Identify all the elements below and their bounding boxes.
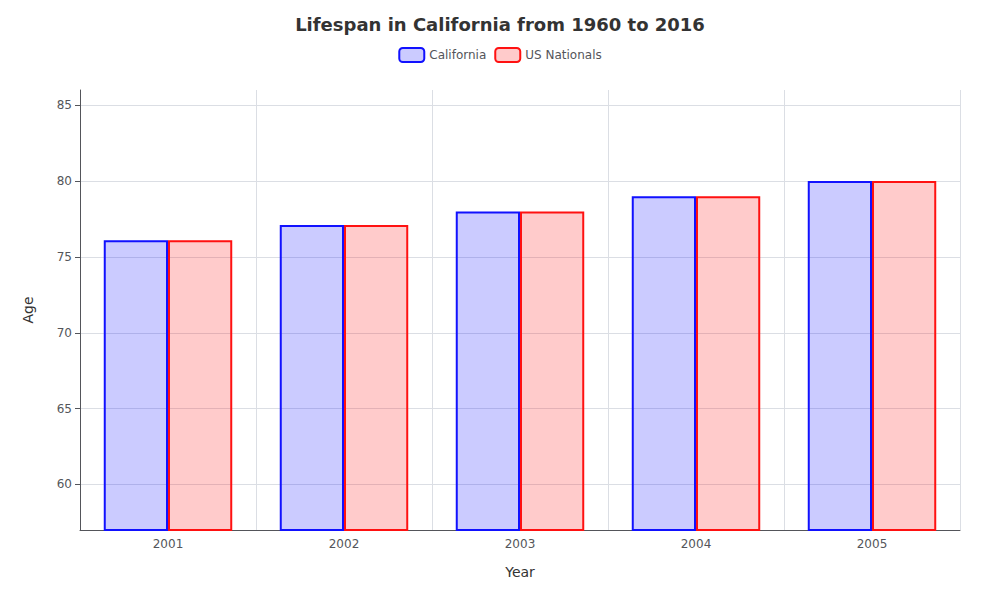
svg-text:2002: 2002 bbox=[329, 537, 360, 551]
svg-text:Lifespan in California from 19: Lifespan in California from 1960 to 2016 bbox=[295, 14, 705, 35]
svg-text:85: 85 bbox=[57, 98, 72, 112]
svg-text:75: 75 bbox=[57, 250, 72, 264]
svg-text:2003: 2003 bbox=[505, 537, 536, 551]
svg-text:70: 70 bbox=[57, 326, 72, 340]
svg-text:California: California bbox=[429, 48, 486, 62]
svg-text:2001: 2001 bbox=[153, 537, 184, 551]
svg-text:60: 60 bbox=[57, 477, 72, 491]
svg-text:US Nationals: US Nationals bbox=[525, 48, 601, 62]
svg-text:2004: 2004 bbox=[681, 537, 712, 551]
svg-text:Year: Year bbox=[504, 564, 535, 580]
svg-text:2005: 2005 bbox=[857, 537, 888, 551]
svg-text:65: 65 bbox=[57, 402, 72, 416]
svg-text:80: 80 bbox=[57, 174, 72, 188]
svg-text:Age: Age bbox=[20, 296, 36, 323]
